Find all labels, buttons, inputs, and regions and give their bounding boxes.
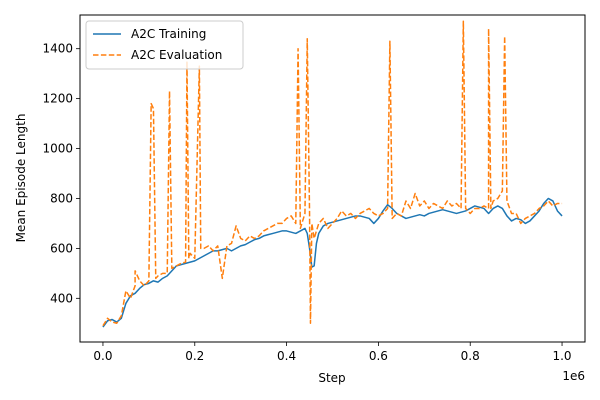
legend: A2C Training A2C Evaluation <box>85 20 244 70</box>
x-tick-label: 0.8 <box>461 349 480 363</box>
y-tick-label: 1000 <box>42 142 73 156</box>
y-tick-label: 400 <box>50 291 73 305</box>
legend-box <box>85 20 244 70</box>
y-tick-label: 800 <box>50 191 73 205</box>
x-offset-label: 1e6 <box>562 369 585 383</box>
x-axis-label: Step <box>318 371 345 385</box>
x-tick-label: 1.0 <box>552 349 571 363</box>
x-tick-label: 0.2 <box>185 349 204 363</box>
y-tick-label: 1400 <box>42 42 73 56</box>
legend-label-evaluation: A2C Evaluation <box>131 48 222 62</box>
x-ticks: 0.0 0.2 0.4 0.6 0.8 1.0 <box>93 342 572 363</box>
legend-label-training: A2C Training <box>131 27 206 41</box>
plot-lines <box>102 20 563 328</box>
y-axis-label: Mean Episode Length <box>14 114 28 243</box>
y-tick-label: 600 <box>50 241 73 255</box>
y-ticks: 400 600 800 1000 1200 1400 <box>42 42 80 305</box>
x-tick-label: 0.6 <box>369 349 388 363</box>
x-tick-label: 0.4 <box>277 349 296 363</box>
plot-frame <box>79 14 586 343</box>
series-line-1 <box>102 20 563 327</box>
x-tick-label: 0.0 <box>93 349 112 363</box>
y-tick-label: 1200 <box>42 92 73 106</box>
